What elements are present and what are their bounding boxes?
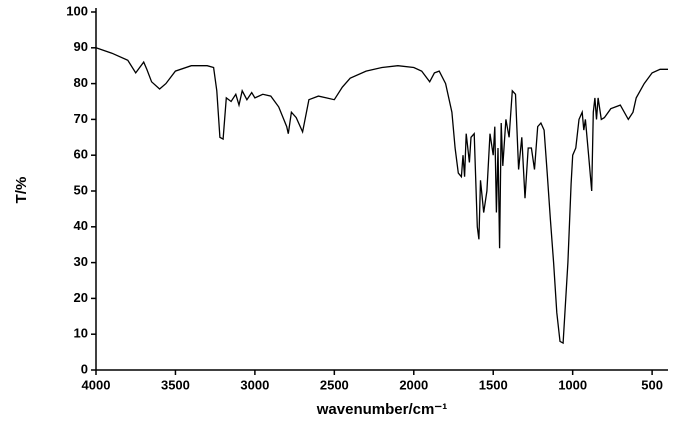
x-tick-label: 1500 [479, 377, 508, 392]
y-tick-label: 40 [74, 218, 88, 233]
y-tick-label: 10 [74, 326, 88, 341]
x-tick-label: 3000 [240, 377, 269, 392]
x-tick-label: 3500 [161, 377, 190, 392]
x-axis-label: wavenumber/cm⁻¹ [316, 401, 447, 418]
y-tick-label: 30 [74, 254, 88, 269]
page: wavenumber/cm⁻¹ T/% 0 10 20 30 40 50 60 70 80 90 1… [0, 0, 675, 436]
chart: wavenumber/cm⁻¹ T/% 0 10 20 30 40 50 60 70 80 90 1… [0, 0, 675, 436]
spectrum-line [96, 48, 668, 343]
y-tick-label: 70 [74, 111, 88, 126]
x-tick-label: 4000 [82, 377, 111, 392]
y-tick-label: 90 [74, 39, 88, 54]
y-tick-label: 20 [74, 290, 88, 305]
y-tick-label: 50 [74, 182, 88, 197]
y-tick-label: 80 [74, 75, 88, 90]
x-tick-label: 1000 [558, 377, 587, 392]
x-tick-label: 2000 [399, 377, 428, 392]
y-axis-label: T/% [13, 177, 30, 204]
y-tick-label: 0 [81, 361, 88, 376]
y-tick-label: 100 [66, 3, 88, 18]
y-tick-label: 60 [74, 147, 88, 162]
x-tick-label: 2500 [320, 377, 349, 392]
x-tick-label: 500 [641, 377, 663, 392]
